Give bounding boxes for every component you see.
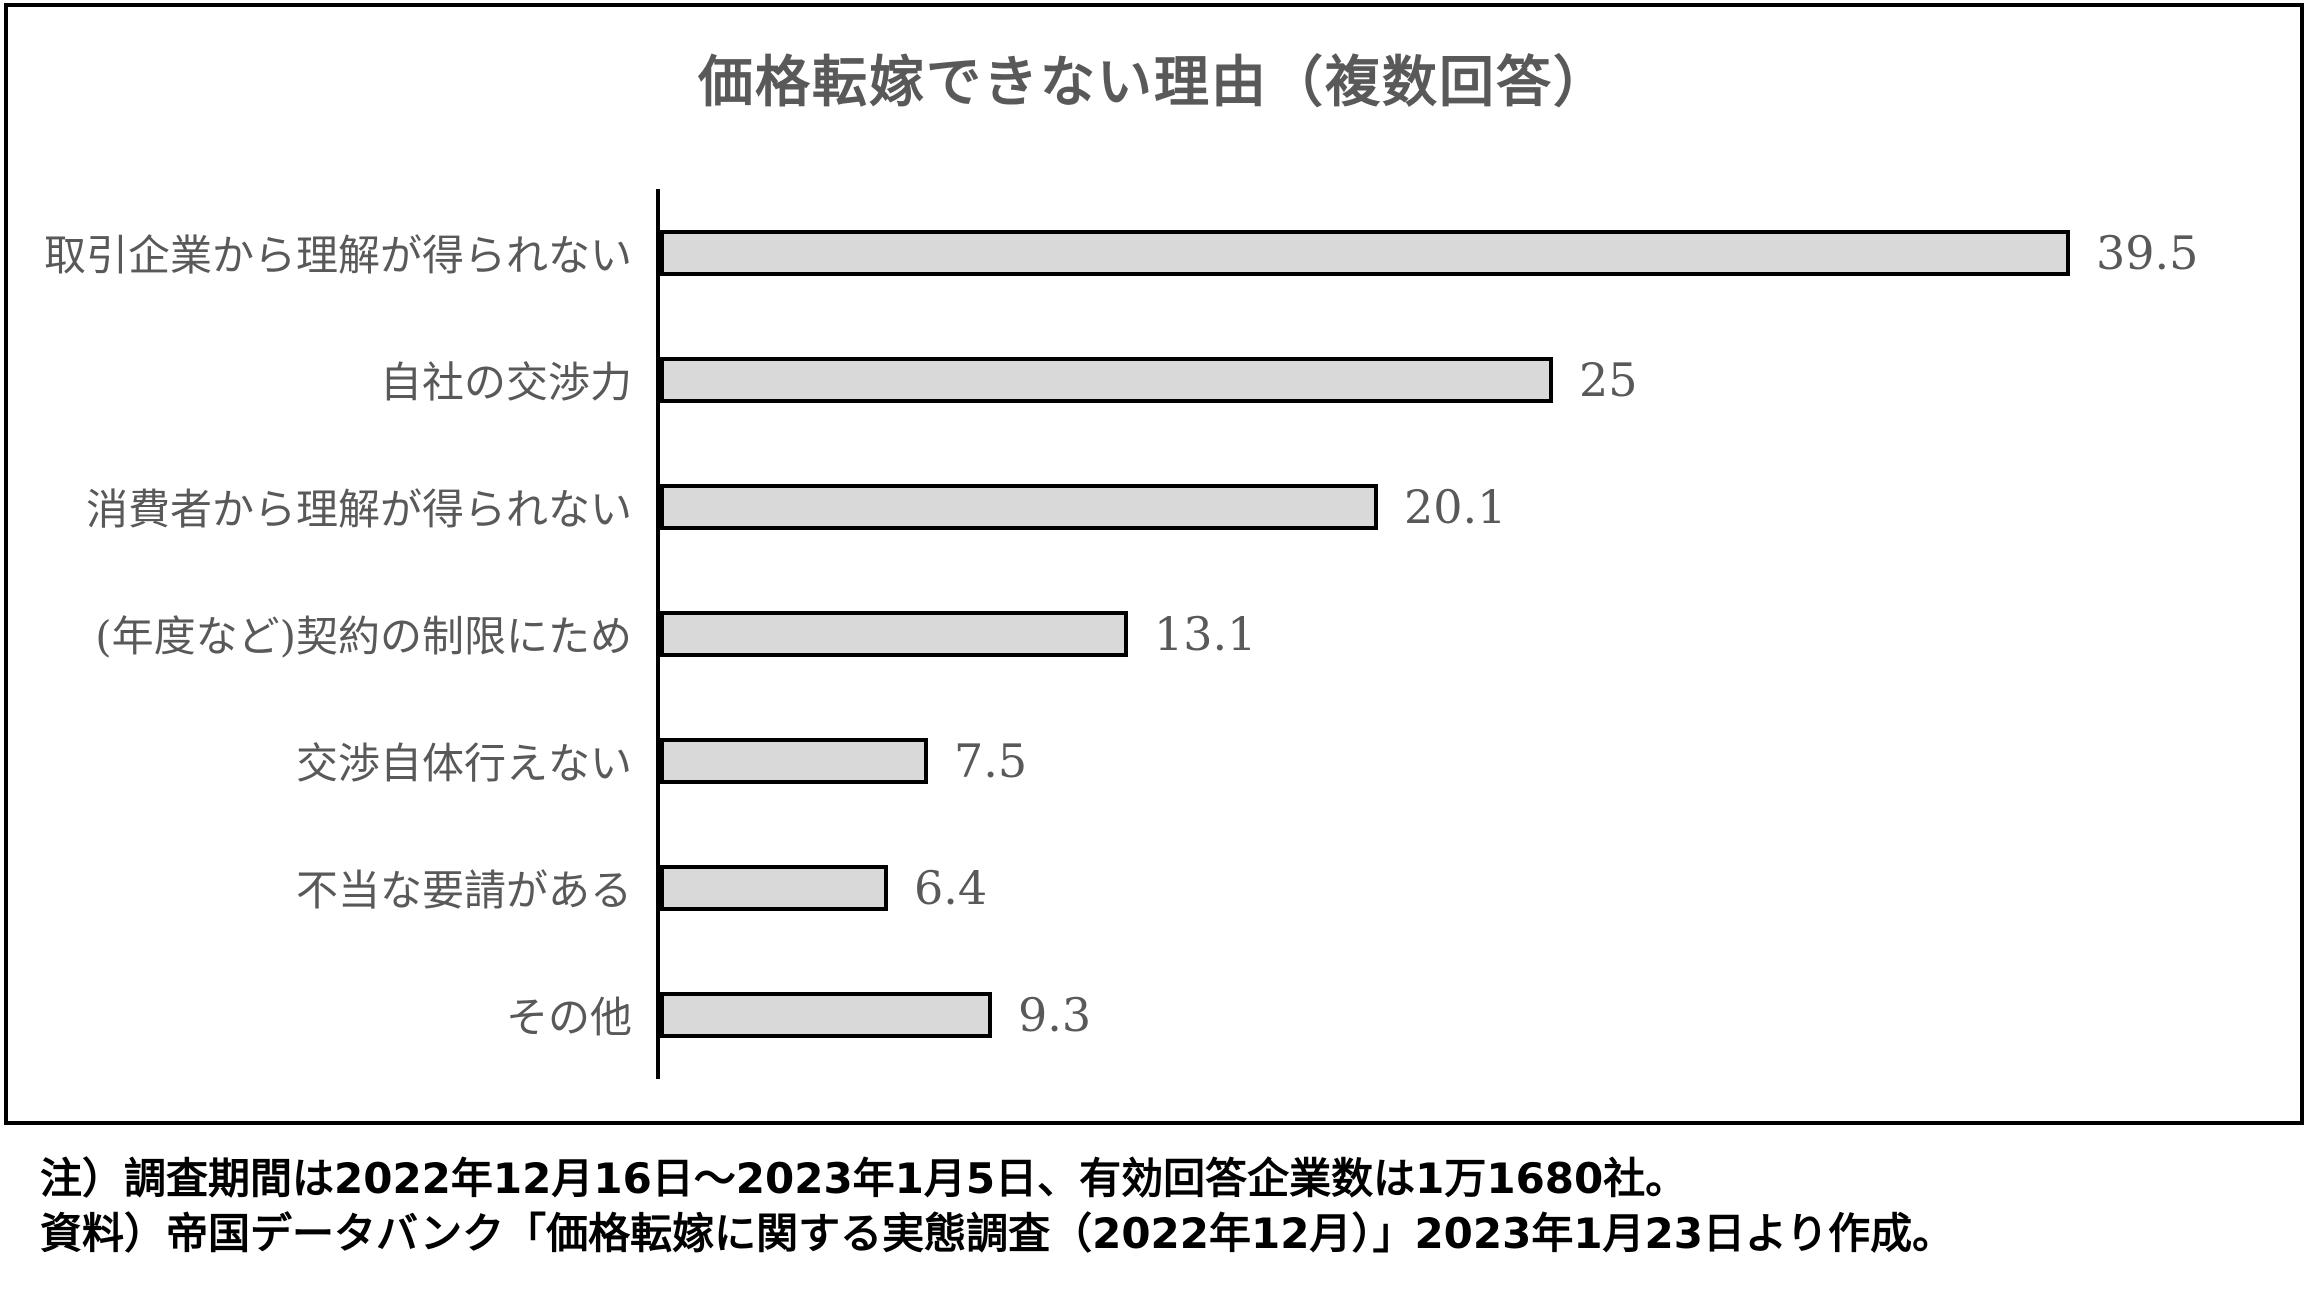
bar-value-label: 7.5 <box>954 733 1028 788</box>
bar <box>660 991 992 1038</box>
bar-value-label: 13.1 <box>1154 606 1257 661</box>
bar <box>660 737 928 784</box>
bar-row: 6.4 <box>660 824 2300 951</box>
source-notes: 注）調査期間は2022年12月16日～2023年1月5日、有効回答企業数は1万1… <box>40 1152 2280 1261</box>
bar <box>660 229 2070 276</box>
note-line-source: 資料）帝国データバンク「価格転嫁に関する実態調査（2022年12月）」2023年… <box>40 1208 1955 1258</box>
bar-row: 39.5 <box>660 189 2300 316</box>
bar-value-label: 25 <box>1579 352 1638 407</box>
bar <box>660 356 1553 403</box>
category-label: 消費者から理解が得られない <box>85 485 632 534</box>
category-label: 自社の交渉力 <box>379 358 632 407</box>
category-label: その他 <box>505 993 632 1042</box>
bar-value-label: 9.3 <box>1018 987 1092 1042</box>
bar <box>660 483 1378 530</box>
category-label: 交渉自体行えない <box>295 739 632 788</box>
category-labels: 取引企業から理解が得られない自社の交渉力消費者から理解が得られない (年度など)契… <box>8 189 632 1078</box>
bar <box>660 610 1128 657</box>
bar-row: 9.3 <box>660 951 2300 1078</box>
bar-row: 25 <box>660 316 2300 443</box>
bar-row: 20.1 <box>660 443 2300 570</box>
bar-value-label: 20.1 <box>1404 479 1507 534</box>
category-label: 取引企業から理解が得られない <box>43 231 632 280</box>
category-label: (年度など)契約の制限にため <box>95 612 632 661</box>
bar-value-label: 6.4 <box>914 860 988 915</box>
note-line-survey-period: 注）調査期間は2022年12月16日～2023年1月5日、有効回答企業数は1万1… <box>40 1154 1688 1203</box>
chart-title: 価格転嫁できない理由（複数回答） <box>697 49 1610 114</box>
category-label: 不当な要請がある <box>295 866 632 915</box>
bar <box>660 864 888 911</box>
chart-frame: 価格転嫁できない理由（複数回答） 取引企業から理解が得られない自社の交渉力消費者… <box>4 3 2304 1125</box>
bar-row: 13.1 <box>660 570 2300 697</box>
bar-value-label: 39.5 <box>2096 225 2199 280</box>
plot-area: 39.5 25 20.1 13.1 7.5 6.4 9.3 <box>656 189 2300 1079</box>
bar-row: 7.5 <box>660 697 2300 824</box>
